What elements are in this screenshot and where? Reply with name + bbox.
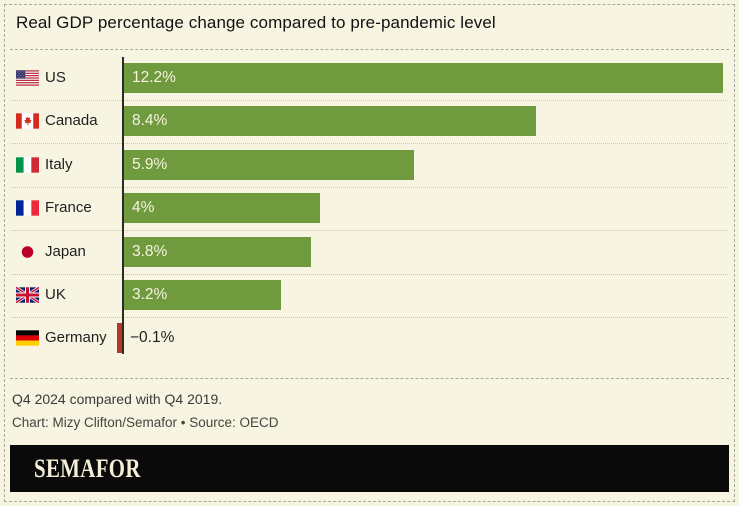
chart-row-uk: UK 3.2%	[0, 280, 728, 310]
value-label: 12.2%	[132, 69, 176, 86]
chart-title: Real GDP percentage change compared to p…	[16, 13, 496, 32]
chart-row-france: France 4%	[0, 193, 728, 223]
us-flag-icon	[16, 70, 39, 86]
germany-flag-icon	[16, 330, 39, 346]
chart-row-japan: Japan 3.8%	[0, 237, 728, 267]
title-separator	[10, 49, 729, 50]
country-label: UK	[45, 286, 66, 303]
bar-france: 4%	[124, 193, 321, 223]
value-label: 5.9%	[132, 156, 168, 173]
bar-japan: 3.8%	[124, 237, 311, 267]
italy-flag-icon	[16, 157, 39, 173]
row-separator	[11, 274, 728, 275]
japan-flag-icon	[16, 244, 39, 260]
footer-credit: Chart: Mizy Clifton/Semafor • Source: OE…	[12, 415, 279, 430]
value-label: −0.1%	[130, 329, 175, 346]
country-label: US	[45, 69, 66, 86]
footer-note: Q4 2024 compared with Q4 2019.	[12, 391, 223, 407]
row-separator	[11, 100, 728, 101]
chart-row-germany: Germany −0.1%	[0, 323, 728, 353]
canada-flag-icon	[16, 113, 39, 129]
value-label: 3.2%	[132, 286, 168, 303]
country-label: Germany	[45, 329, 107, 346]
uk-flag-icon	[16, 287, 39, 303]
footer-separator	[10, 378, 729, 379]
value-label: 8.4%	[132, 112, 168, 129]
semafor-logo: SEMAFOR	[34, 453, 141, 483]
row-separator	[11, 230, 728, 231]
country-label: Italy	[45, 156, 73, 173]
zero-axis-line	[122, 57, 124, 354]
row-separator	[11, 317, 728, 318]
chart-row-canada: Canada 8.4%	[0, 106, 728, 136]
value-label: 4%	[132, 199, 155, 216]
bar-germany	[117, 323, 122, 353]
semafor-logo-bar: SEMAFOR	[10, 445, 729, 492]
country-label: Japan	[45, 243, 86, 260]
country-label: France	[45, 199, 92, 216]
bar-uk: 3.2%	[124, 280, 282, 310]
bar-canada: 8.4%	[124, 106, 537, 136]
row-separator	[11, 143, 728, 144]
row-separator	[11, 187, 728, 188]
country-label: Canada	[45, 112, 98, 129]
value-label: 3.8%	[132, 243, 168, 260]
chart-row-italy: Italy 5.9%	[0, 150, 728, 180]
bar-us: 12.2%	[124, 63, 723, 93]
bar-italy: 5.9%	[124, 150, 414, 180]
chart-row-us: US 12.2%	[0, 63, 728, 93]
france-flag-icon	[16, 200, 39, 216]
